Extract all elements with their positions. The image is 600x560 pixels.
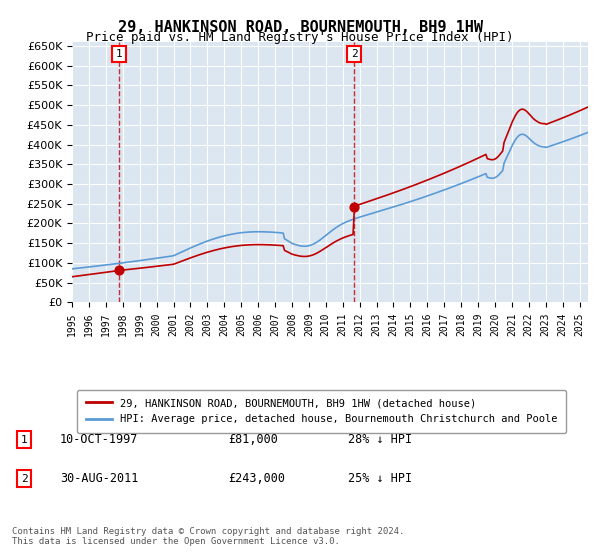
Text: Price paid vs. HM Land Registry's House Price Index (HPI): Price paid vs. HM Land Registry's House … — [86, 31, 514, 44]
Text: £243,000: £243,000 — [228, 472, 285, 486]
Text: Contains HM Land Registry data © Crown copyright and database right 2024.
This d: Contains HM Land Registry data © Crown c… — [12, 526, 404, 546]
Point — [114, 266, 124, 275]
Text: 30-AUG-2011: 30-AUG-2011 — [60, 472, 139, 486]
Text: 2: 2 — [350, 49, 358, 59]
Text: 2: 2 — [20, 474, 28, 484]
Text: 1: 1 — [116, 49, 122, 59]
Text: 29, HANKINSON ROAD, BOURNEMOUTH, BH9 1HW: 29, HANKINSON ROAD, BOURNEMOUTH, BH9 1HW — [118, 20, 482, 35]
Text: 28% ↓ HPI: 28% ↓ HPI — [348, 433, 412, 446]
Text: 10-OCT-1997: 10-OCT-1997 — [60, 433, 139, 446]
Text: 25% ↓ HPI: 25% ↓ HPI — [348, 472, 412, 486]
Text: £81,000: £81,000 — [228, 433, 278, 446]
Text: 1: 1 — [20, 435, 28, 445]
Legend: 29, HANKINSON ROAD, BOURNEMOUTH, BH9 1HW (detached house), HPI: Average price, d: 29, HANKINSON ROAD, BOURNEMOUTH, BH9 1HW… — [77, 390, 566, 432]
Point — [349, 202, 359, 211]
